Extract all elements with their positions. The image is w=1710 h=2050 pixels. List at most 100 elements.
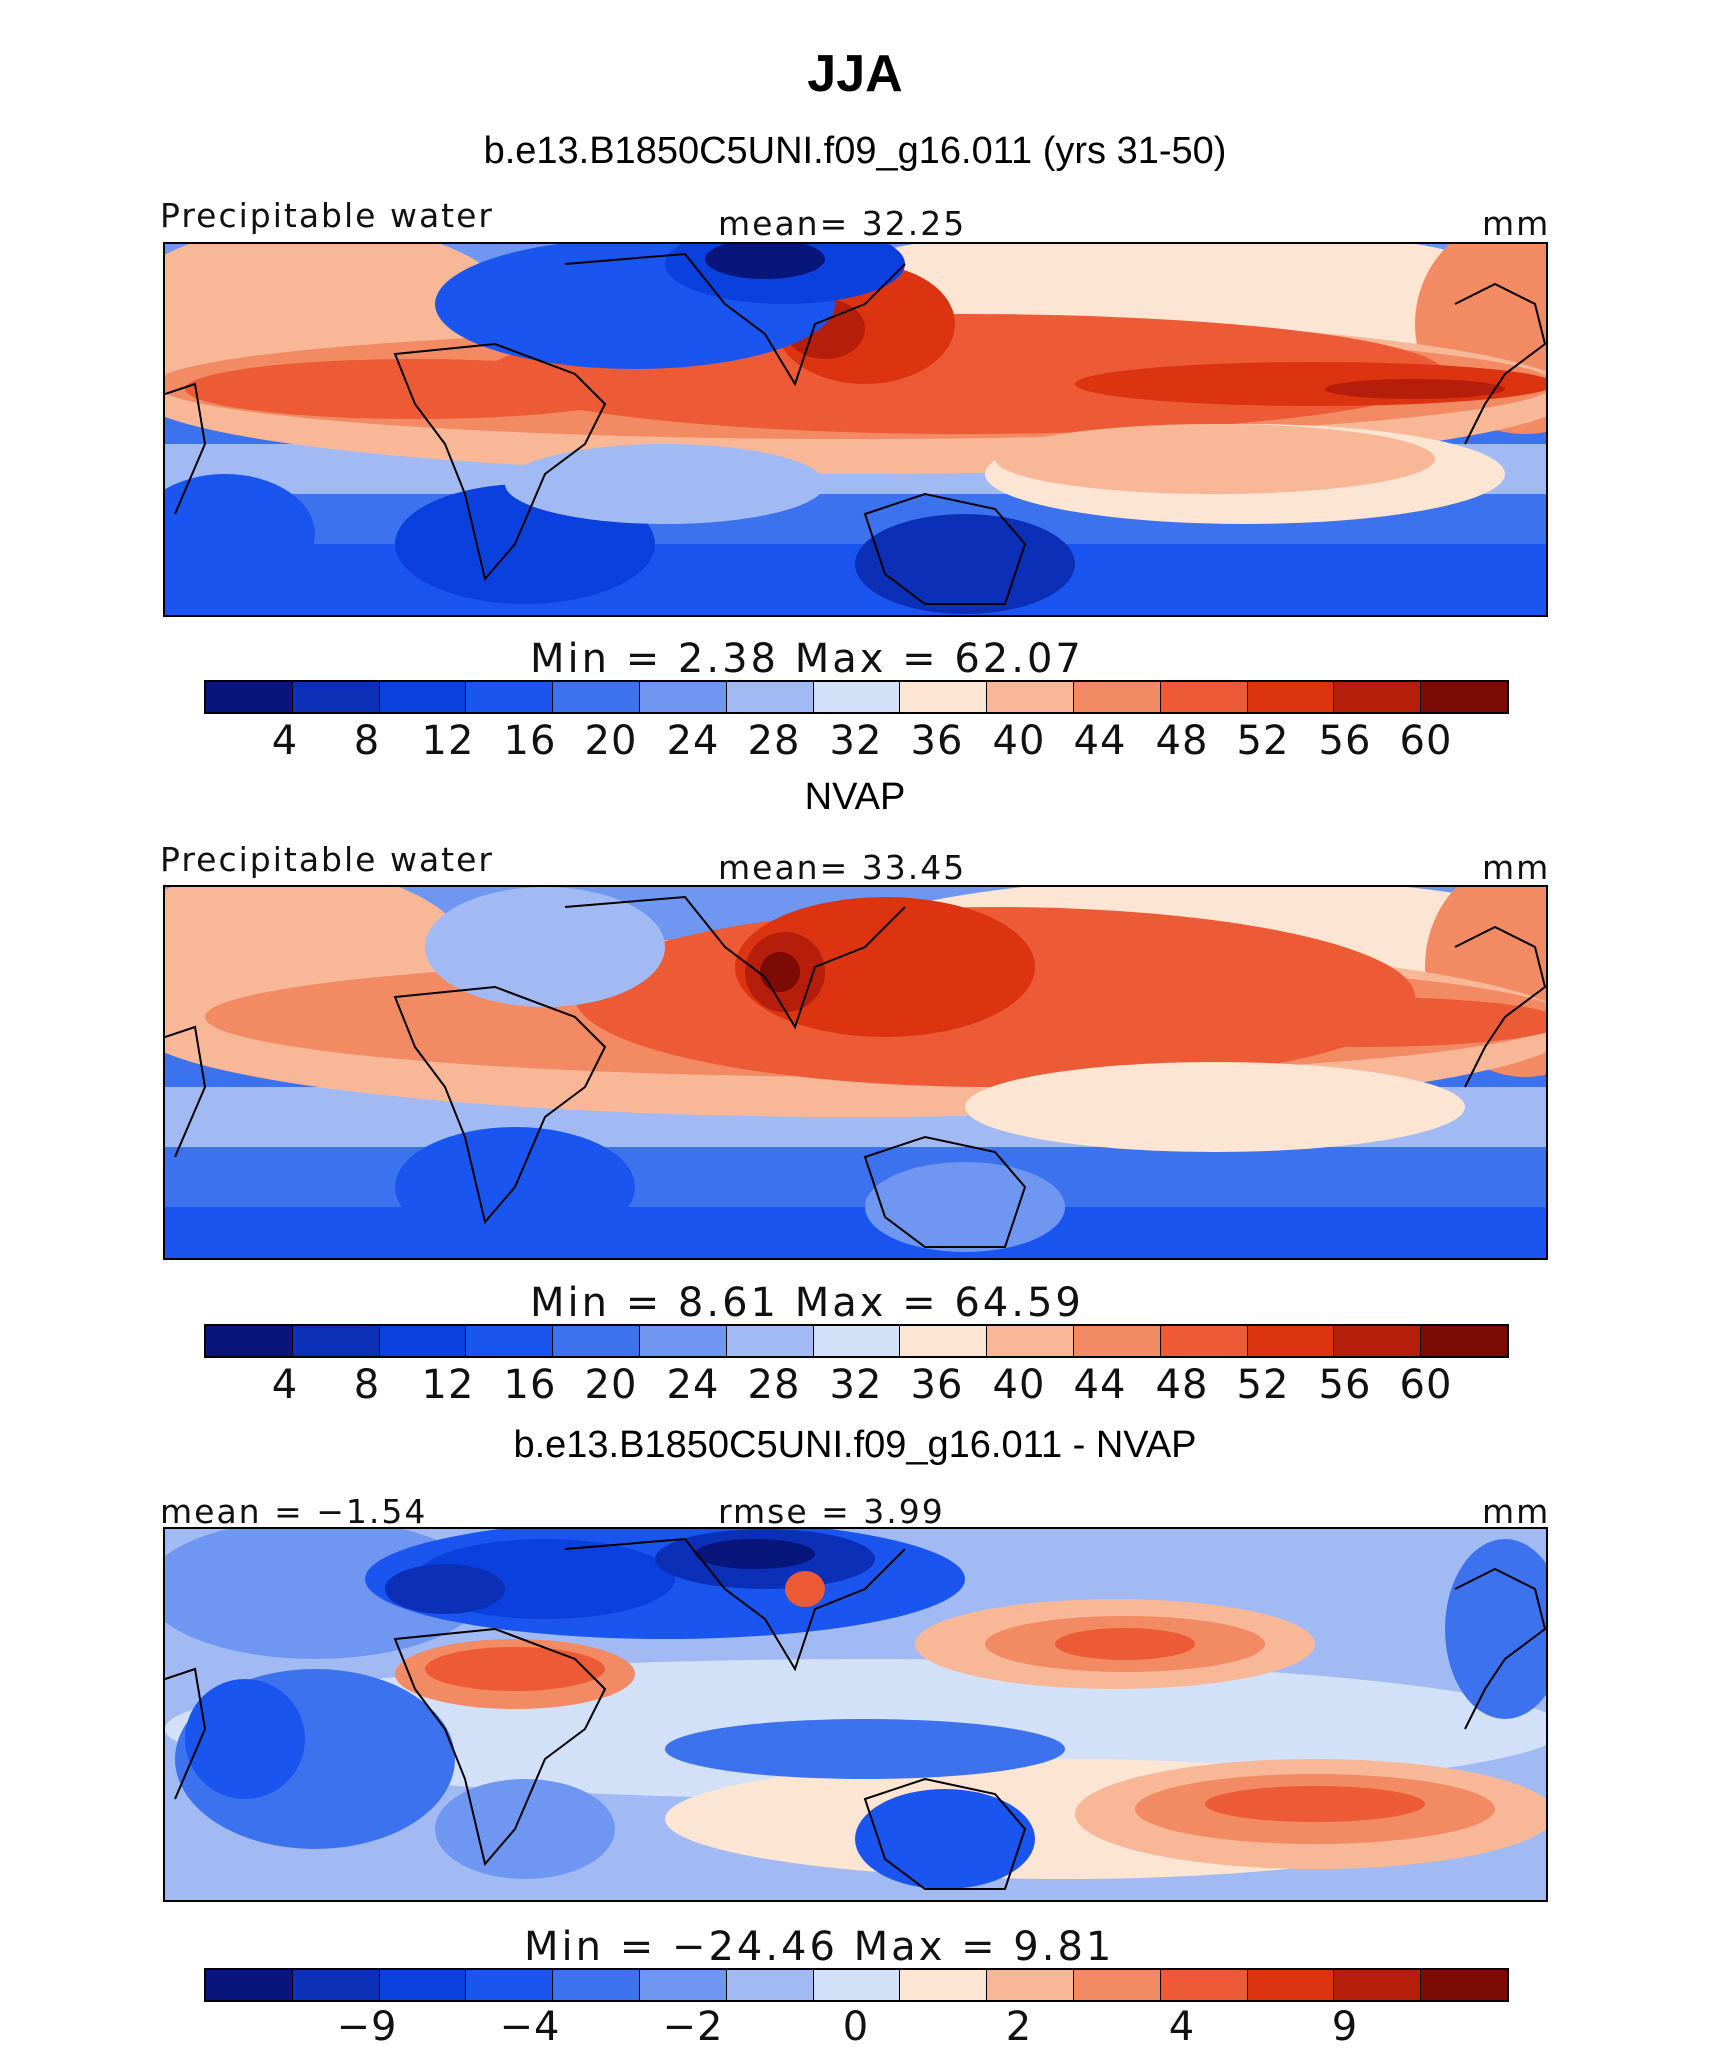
panel-1-variable-label: Precipitable water [160,196,494,235]
colorbar-box [726,682,814,712]
panel-1-colorbar-tick: 52 [1236,718,1290,764]
colorbar-box [813,682,901,712]
panel-1-colorbar-tick: 36 [910,718,964,764]
panel-2-colorbar-tick: 40 [992,1362,1046,1408]
panel-1-colorbar-tick: 20 [584,718,638,764]
panel-3-colorbar-tick: −2 [662,2004,724,2050]
panel-1-units-label: mm [1482,204,1551,243]
panel-3-field [165,1529,1546,1900]
panel-2-colorbar-tick: 8 [353,1362,381,1408]
panel-3-rmse-label: rmse = 3.99 [718,1492,945,1531]
colorbar-box [379,682,467,712]
panel-2-minmax: Min = 8.61 Max = 64.59 [530,1280,1084,1326]
colorbar-box [1334,1326,1422,1356]
colorbar-box [987,1326,1074,1356]
panel-1-field [165,244,1546,615]
colorbar-box [206,1970,293,2000]
colorbar-box [1247,1326,1335,1356]
colorbar-box [900,1326,988,1356]
panel-1-colorbar-tick: 32 [829,718,883,764]
panel-2-map [163,885,1548,1260]
panel-1-mean-label: mean= 32.25 [718,204,967,243]
panel-1-colorbar-tick: 12 [421,718,475,764]
colorbar-box [1247,1970,1335,2000]
panel-2-colorbar-tick: 4 [271,1362,299,1408]
panel-1-colorbar-tick: 28 [747,718,801,764]
panel-2-colorbar-tick: 52 [1236,1362,1290,1408]
panel-1-minmax: Min = 2.38 Max = 62.07 [530,636,1084,682]
panel-3-map [163,1527,1548,1902]
panel-2-colorbar-tick: 44 [1073,1362,1127,1408]
panel-3-subtitle: b.e13.B1850C5UNI.f09_g16.011 - NVAP [513,1424,1197,1466]
colorbar-box [379,1970,467,2000]
panel-1-colorbar-tick: 56 [1318,718,1372,764]
panel-2-subtitle: NVAP [804,776,906,818]
colorbar-box [987,682,1074,712]
colorbar-box [1073,1970,1161,2000]
colorbar-box [1073,682,1161,712]
colorbar-box [379,1326,467,1356]
panel-2-colorbar-tick: 48 [1155,1362,1209,1408]
panel-3-colorbar-tick: −4 [499,2004,561,2050]
colorbar-box [900,1970,988,2000]
colorbar-box [900,682,988,712]
panel-1-colorbar-tick: 60 [1399,718,1453,764]
colorbar-box [1421,682,1507,712]
panel-2-mean-label: mean= 33.45 [718,848,967,887]
colorbar-box [292,682,380,712]
colorbar-box [1421,1326,1507,1356]
panel-2-colorbar-tick: 24 [666,1362,720,1408]
colorbar-box [639,1970,727,2000]
panel-1-colorbar-tick: 44 [1073,718,1127,764]
panel-2-colorbar-tick: 36 [910,1362,964,1408]
panel-1-colorbar-tick: 24 [666,718,720,764]
colorbar-box [292,1970,380,2000]
colorbar-box [1334,1970,1422,2000]
panel-3-colorbar [204,1968,1509,2002]
figure-title: JJA [807,45,903,103]
panel-3-minmax: Min = −24.46 Max = 9.81 [524,1924,1115,1970]
panel-2-colorbar-tick: 56 [1318,1362,1372,1408]
panel-2-colorbar-tick: 32 [829,1362,883,1408]
colorbar-box [553,1970,640,2000]
colorbar-box [553,682,640,712]
panel-3-mean-label: mean = −1.54 [160,1492,428,1531]
panel-2-variable-label: Precipitable water [160,840,494,879]
colorbar-box [1160,1326,1248,1356]
colorbar-box [292,1326,380,1356]
panel-2-colorbar-tick: 16 [503,1362,557,1408]
panel-2-units-label: mm [1482,848,1551,887]
colorbar-box [726,1970,814,2000]
panel-2-colorbar [204,1324,1509,1358]
colorbar-box [206,682,293,712]
colorbar-box [813,1326,901,1356]
panel-3-colorbar-tick: 9 [1331,2004,1359,2050]
colorbar-box [726,1326,814,1356]
colorbar-box [553,1326,640,1356]
colorbar-box [466,1970,554,2000]
panel-2-colorbar-tick: 28 [747,1362,801,1408]
panel-1-subtitle: b.e13.B1850C5UNI.f09_g16.011 (yrs 31-50) [483,130,1227,172]
panel-3-colorbar-tick: 2 [1005,2004,1033,2050]
panel-1-map [163,242,1548,617]
colorbar-box [466,1326,554,1356]
colorbar-box [1421,1970,1507,2000]
panel-1-colorbar [204,680,1509,714]
colorbar-box [1247,682,1335,712]
panel-2-colorbar-tick: 20 [584,1362,638,1408]
panel-2-field [165,887,1546,1258]
panel-1-colorbar-tick: 48 [1155,718,1209,764]
colorbar-box [1334,682,1422,712]
colorbar-box [813,1970,901,2000]
colorbar-box [206,1326,293,1356]
colorbar-box [639,1326,727,1356]
panel-3-colorbar-tick: 0 [842,2004,870,2050]
panel-1-colorbar-tick: 4 [271,718,299,764]
colorbar-box [1073,1326,1161,1356]
panel-1-colorbar-tick: 16 [503,718,557,764]
panel-3-colorbar-tick: 4 [1168,2004,1196,2050]
panel-3-colorbar-tick: −9 [336,2004,398,2050]
colorbar-box [466,682,554,712]
panel-2-colorbar-tick: 12 [421,1362,475,1408]
colorbar-box [987,1970,1074,2000]
